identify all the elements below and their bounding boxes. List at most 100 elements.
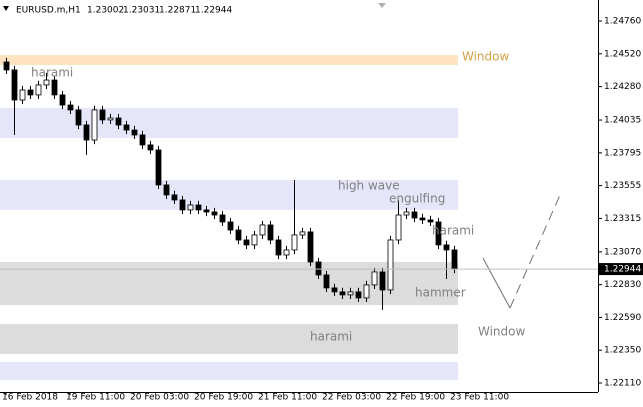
candle-body: [91, 109, 98, 141]
y-tick-label: 1.22590: [604, 313, 641, 323]
candle-body: [67, 104, 74, 111]
projection-line: [482, 257, 511, 309]
close-value: 1.22944: [195, 6, 232, 16]
candle-body: [51, 79, 58, 96]
candle-body: [427, 219, 434, 223]
annotation: Window: [462, 50, 510, 64]
y-tick-label: 1.23315: [604, 214, 641, 224]
candle-body: [339, 291, 346, 296]
annotation: high wave: [338, 179, 400, 193]
price-zone: [0, 361, 458, 380]
candle-body: [379, 271, 386, 291]
y-tick-label: 1.22830: [604, 280, 641, 290]
y-tick-label: 1.23555: [604, 181, 641, 191]
candle-body: [187, 204, 194, 211]
candle-body: [387, 239, 394, 291]
price-zone: [0, 323, 458, 354]
price-zone: [0, 55, 458, 66]
candle-body: [123, 124, 130, 131]
projection-dash: [509, 194, 561, 309]
x-tick-label: 22 Feb 19:00: [386, 393, 445, 403]
candle-body: [291, 234, 298, 251]
symbol: EURUSD.m,H1: [16, 6, 81, 16]
annotation: harami: [31, 66, 73, 80]
candle-body: [283, 249, 290, 256]
x-tick-label: 23 Feb 11:00: [450, 393, 509, 403]
current-price-box: [599, 263, 643, 276]
y-tick-label: 1.23070: [604, 247, 641, 257]
candle-body: [115, 117, 122, 126]
candle-body: [227, 221, 234, 231]
candle-body: [43, 79, 50, 86]
candle-body: [307, 231, 314, 263]
x-tick-label: 21 Feb 11:00: [258, 393, 317, 403]
candle-body: [83, 124, 90, 141]
candle-body: [155, 149, 162, 186]
annotation: harami: [310, 330, 352, 344]
candle-body: [147, 144, 154, 151]
candle-body: [163, 184, 170, 196]
y-tick-label: 1.22350: [604, 346, 641, 356]
candle-body: [371, 271, 378, 286]
y-tick-label: 1.24520: [604, 49, 641, 59]
candle-body: [27, 89, 34, 96]
candle-body: [267, 224, 274, 241]
candle-body: [363, 284, 370, 299]
candle-body: [203, 209, 210, 213]
candle-body: [3, 61, 10, 71]
candle-body: [235, 229, 242, 241]
menu-marker: [3, 6, 9, 11]
candle-body: [139, 134, 146, 146]
candle-body: [131, 129, 138, 136]
y-tick-label: 1.23795: [604, 148, 641, 158]
candle-body: [323, 274, 330, 289]
candle-body: [403, 211, 410, 216]
price-zone: [0, 180, 458, 210]
candle-body: [395, 214, 402, 241]
price-zone: [0, 107, 458, 138]
candle-body: [451, 249, 458, 270]
x-tick-label: 20 Feb 19:00: [194, 393, 253, 403]
candle-body: [99, 109, 106, 121]
x-tick-label: 20 Feb 03:00: [130, 393, 189, 403]
candle-body: [331, 287, 338, 293]
x-tick-label: 19 Feb 11:00: [66, 393, 125, 403]
y-tick-label: 1.24035: [604, 116, 641, 126]
annotation: Window: [478, 325, 526, 339]
candle-body: [171, 194, 178, 201]
annotation: engulfing: [389, 192, 445, 206]
y-tick-label: 1.22110: [604, 378, 641, 388]
candles: [3, 57, 458, 310]
candle-body: [299, 231, 306, 236]
low-value: 1.22871: [159, 6, 196, 16]
high-value: 1.23031: [123, 6, 160, 16]
y-tick-label: 1.24280: [604, 82, 641, 92]
candle-body: [443, 244, 450, 251]
candle-body: [243, 239, 250, 246]
candle-body: [315, 261, 322, 276]
candle-body: [35, 84, 42, 96]
x-tick-label: 16 Feb 2018: [2, 393, 58, 403]
candle-body: [75, 109, 82, 126]
candle-body: [219, 214, 226, 223]
shift-marker: [378, 3, 386, 8]
annotation: hammer: [415, 286, 466, 300]
x-tick-label: 22 Feb 03:00: [322, 393, 381, 403]
candle-body: [19, 89, 26, 101]
candle-body: [275, 239, 282, 256]
candle-body: [411, 211, 418, 219]
candle-body: [355, 291, 362, 299]
candle-body: [435, 221, 442, 246]
candle-body: [107, 117, 114, 121]
candle-body: [251, 234, 258, 246]
candle-body: [259, 224, 266, 236]
open-value: 1.23002: [87, 6, 124, 16]
candle-body: [419, 217, 426, 221]
y-tick-label: 1.24760: [604, 17, 641, 27]
candle-body: [211, 211, 218, 216]
annotation: harami: [432, 224, 474, 238]
candle-body: [11, 69, 18, 101]
candle-body: [347, 291, 354, 296]
candle-body: [179, 199, 186, 211]
